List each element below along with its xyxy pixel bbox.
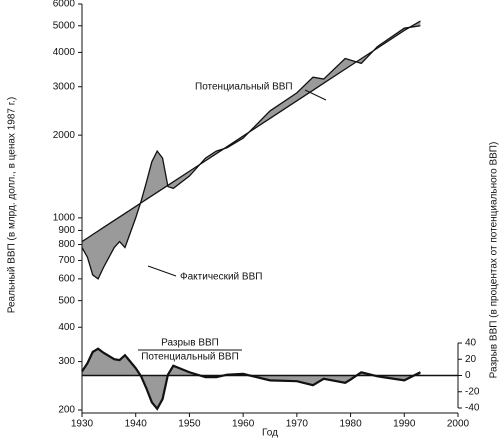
y-tick-label: 6000 [53, 0, 76, 10]
x-tick-label: 1960 [232, 419, 255, 430]
y2-tick-label: 20 [465, 354, 477, 365]
series-annotation: Потенциальный ВВП [195, 82, 293, 93]
y-axis-label: Реальный ВВП (в млрд. долл., в ценах 198… [7, 97, 18, 314]
y-tick-label: 300 [58, 356, 75, 367]
y-tick-label: 2000 [53, 130, 76, 141]
y-tick-label: 600 [58, 273, 75, 284]
y-tick-label: 3000 [53, 81, 76, 92]
x-tick-label: 1930 [71, 419, 94, 430]
y-tick-label: 700 [58, 255, 75, 266]
y2-tick-label: 0 [465, 370, 471, 381]
series-line [81, 25, 421, 280]
y-tick-label: 200 [58, 405, 75, 416]
y-tick-label: 4000 [53, 47, 76, 58]
y2-axis-label: Разрыв ВВП (в процентах от потенциальног… [489, 142, 500, 379]
y-tick-label: 900 [58, 225, 75, 236]
gap-denominator: Потенциальный ВВП [141, 352, 239, 363]
x-axis-label: Год [262, 428, 278, 439]
x-tick-label: 1950 [178, 419, 201, 430]
y2-tick-label: -40 [465, 403, 480, 414]
y2-tick-label: 40 [465, 338, 477, 349]
series-line [81, 347, 421, 411]
x-tick-label: 1940 [125, 419, 148, 430]
x-tick-label: 2000 [447, 419, 470, 430]
leader-line [147, 265, 177, 277]
x-tick-label: 1970 [286, 419, 309, 430]
gap-percent-shading [82, 348, 421, 409]
y-tick-label: 400 [58, 322, 75, 333]
x-tick-label: 1980 [339, 419, 362, 430]
leader-line [304, 89, 327, 101]
gap-numerator: Разрыв ВВП [161, 338, 219, 349]
y2-tick-label: -20 [465, 386, 480, 397]
y-tick-label: 1000 [53, 213, 76, 224]
y-tick-label: 800 [58, 239, 75, 250]
series-annotation: Фактический ВВП [180, 272, 262, 283]
y-tick-label: 5000 [53, 20, 76, 31]
y-tick-label: 500 [58, 295, 75, 306]
series-line [81, 20, 421, 243]
x-tick-label: 1990 [393, 419, 416, 430]
gap-shading [82, 21, 421, 279]
